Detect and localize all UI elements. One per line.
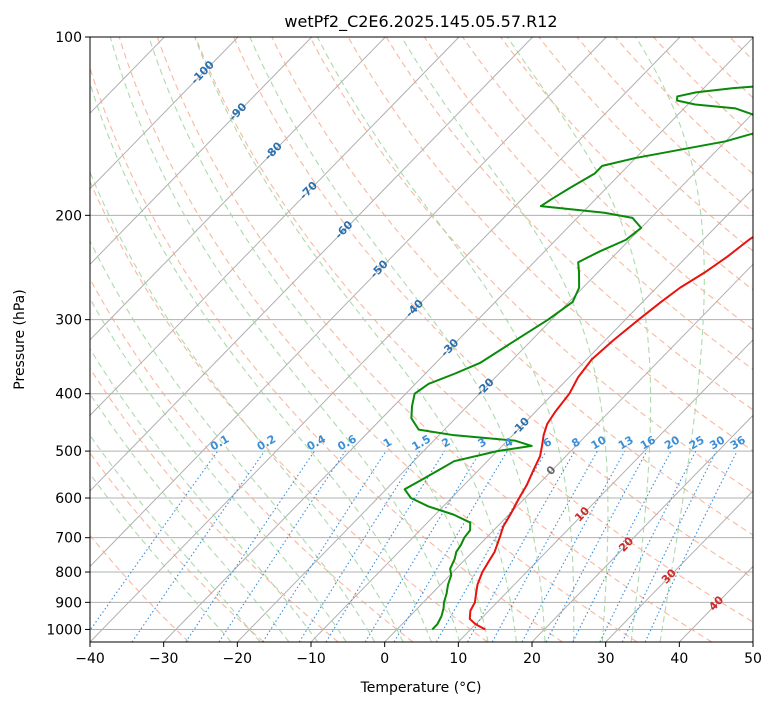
- moist-adiabat-line: [401, 37, 609, 642]
- x-tick-label: 10: [449, 651, 467, 667]
- x-tick-label: 50: [744, 651, 762, 667]
- dry-adiabat-line: [614, 37, 753, 175]
- mixing-ratio-line: [364, 450, 482, 642]
- isotherm-line: [457, 339, 753, 642]
- mixing-ratio-line: [393, 450, 508, 642]
- x-tick-label: −20: [223, 651, 253, 667]
- x-tick-label: −40: [75, 651, 105, 667]
- y-tick-label: 100: [55, 30, 82, 46]
- x-axis-label: Temperature (°C): [360, 680, 482, 696]
- dry-adiabat-line: [233, 37, 753, 579]
- moist-adiabat-line: [635, 37, 705, 642]
- moist-adiabat-line: [316, 37, 575, 642]
- y-tick-label: 500: [55, 444, 82, 460]
- mixing-ratio-line: [325, 450, 445, 642]
- x-tick-label: 40: [670, 651, 688, 667]
- isotherm-line: [90, 37, 607, 568]
- mixing-ratio-line: [644, 450, 738, 642]
- temperature-profile-line: [468, 235, 753, 631]
- x-tick-label: −10: [296, 651, 326, 667]
- dry-adiabat-line: [423, 37, 753, 371]
- moist-adiabat-line: [506, 37, 652, 642]
- isotherm-line: [605, 490, 753, 642]
- mixing-ratio-line: [435, 450, 547, 642]
- x-tick-label: −30: [149, 651, 179, 667]
- moist-adiabat-line: [249, 37, 546, 642]
- dry-adiabat-line: [156, 37, 713, 642]
- isotherm-line: [90, 37, 239, 190]
- moist-adiabat-line: [90, 239, 376, 642]
- isotherm-line: [531, 414, 753, 642]
- isotherm-line: [90, 37, 313, 266]
- y-tick-label: 600: [55, 491, 82, 507]
- isotherm-line: [236, 112, 753, 642]
- isotherm-line: [90, 37, 534, 492]
- dry-adiabat-line: [90, 180, 488, 642]
- mixing-ratio-line: [467, 450, 576, 642]
- mixing-ratio-line: [521, 450, 626, 642]
- isotherm-line: [384, 263, 753, 642]
- isotherm-line: [90, 37, 681, 642]
- mixing-ratio-line: [491, 450, 598, 642]
- isotherm-line: [163, 37, 753, 642]
- moist-adiabat-line: [148, 37, 489, 642]
- dry-adiabat-line: [385, 37, 753, 411]
- moist-adiabat-line: [90, 170, 404, 642]
- moist-adiabat-line: [194, 37, 517, 642]
- y-tick-label: 700: [55, 531, 82, 547]
- isotherm-line: [90, 37, 460, 417]
- dry-adiabat-line: [90, 66, 563, 642]
- y-axis-label: Pressure (hPa): [12, 289, 28, 389]
- isotherm-line: [310, 188, 753, 642]
- x-tick-label: 20: [523, 651, 541, 667]
- y-tick-label: 200: [55, 208, 82, 224]
- y-tick-label: 1000: [46, 622, 82, 638]
- moist-adiabat-line: [90, 297, 347, 642]
- mixing-ratio-line: [298, 450, 421, 642]
- dry-adiabat-line: [90, 452, 264, 642]
- mixing-ratio-line: [262, 450, 387, 642]
- plot-frame: [89, 36, 754, 643]
- chart-title: wetPf2_C2E6.2025.145.05.57.R12: [284, 12, 557, 32]
- y-tick-label: 800: [55, 565, 82, 581]
- dry-adiabat-line: [500, 37, 753, 291]
- y-tick-label: 400: [55, 387, 82, 403]
- y-tick-label: 900: [55, 595, 82, 611]
- moist-adiabat-line: [90, 81, 432, 642]
- mixing-ratio-line: [621, 450, 717, 642]
- mixing-ratio-line: [90, 450, 219, 632]
- x-tick-label: 30: [597, 651, 615, 667]
- dry-adiabat-line: [462, 37, 753, 331]
- y-tick-label: 300: [55, 313, 82, 329]
- dry-adiabat-line: [90, 277, 414, 642]
- moist-adiabat-line: [109, 37, 461, 642]
- dry-adiabat-line: [118, 37, 638, 642]
- mixing-ratio-line: [131, 450, 265, 642]
- dry-adiabat-line: [309, 37, 753, 494]
- x-tick-label: 0: [380, 651, 389, 667]
- dry-adiabat-line: [271, 37, 753, 536]
- dewpoint-profile-line: [403, 85, 753, 631]
